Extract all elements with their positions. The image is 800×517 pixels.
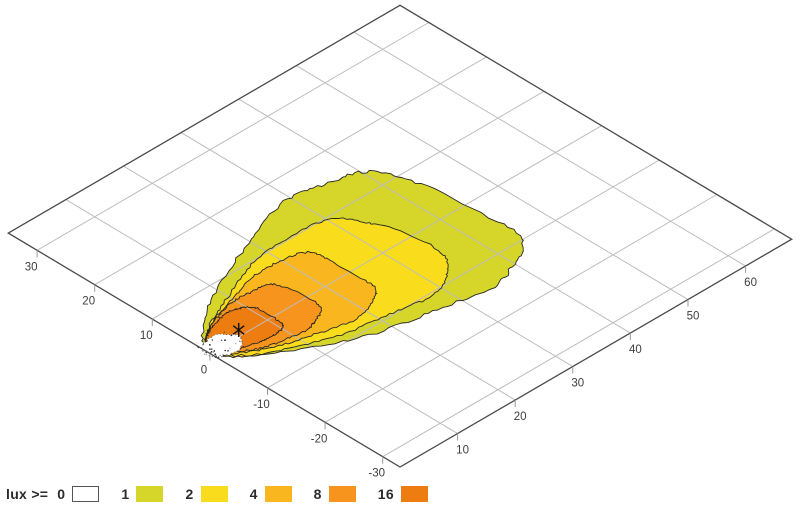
legend-swatch [400,486,428,502]
left-axis-tick-label: -30 [368,468,385,480]
speckle-dot [239,340,241,342]
legend-value: 2 [185,486,194,502]
speckle-dot [211,348,213,350]
left-axis-tick-label: -20 [311,433,328,445]
legend-item-4: 4 [250,486,292,502]
speckle-dot [205,340,207,342]
legend-swatch [264,486,292,502]
left-axis-tick-label: 0 [201,365,207,377]
right-axis-tick-label: 40 [629,344,642,356]
left-axis-tick-label: -10 [253,399,270,411]
legend-swatch [328,486,356,502]
speckle-dot [209,344,211,346]
legend-label: lux >= [6,486,49,502]
legend-swatch [136,486,164,502]
grid-line-u20 [94,56,487,286]
left-axis-tick-label: 10 [140,330,153,342]
legend-item-8: 8 [314,486,356,502]
speckle-dot [222,354,224,356]
legend-value: 0 [57,486,66,502]
right-axis-tick-label: 50 [687,311,700,323]
speckle-dot [229,347,231,349]
grid-line-v10 [65,199,458,434]
legend-swatch [200,486,228,502]
legend-items: 0 1 2 4 8 16 [57,486,450,502]
grid-line-v60 [353,31,746,267]
grid-line-u-30 [382,228,775,458]
contour-outline-8 [203,283,322,354]
grid-line-u-10 [267,159,660,389]
legend-value: 8 [313,486,322,502]
speckle-dot [212,351,214,353]
speckle-dot [217,356,220,358]
speckle-dot [235,343,237,345]
source-asterisk-icon [232,325,245,335]
speckle-dot [224,339,226,342]
speckle-dot [230,334,233,337]
speckle-dot [219,354,221,356]
contour-outline-2 [204,217,449,359]
legend-item-2: 2 [185,486,228,502]
legend-item-16: 16 [378,486,428,502]
speckle-dot [227,349,229,352]
grid-line-u30 [36,22,430,251]
speckle-dot [223,331,225,333]
grid-line-u0 [209,125,602,354]
right-axis-tick-label: 10 [456,445,469,457]
left-axis-tick-label: 20 [82,296,95,308]
grid-line-v40 [238,98,631,334]
grid-line-u-20 [324,194,718,423]
speckle-dot [214,353,217,356]
speckle-dot [209,348,211,350]
legend-value: 1 [121,486,130,502]
contour-outline-1 [200,169,524,358]
legend-swatch [72,486,100,502]
grid-line-u10 [152,90,545,320]
legend: lux >= 0 1 2 4 8 16 [6,486,450,502]
legend-item-0: 0 [57,486,100,502]
speckle-dot [220,339,223,341]
grid-line-v20 [123,165,516,401]
speckle-dot [210,351,213,353]
legend-item-1: 1 [121,486,164,502]
right-axis-tick-label: 60 [744,277,757,289]
legend-value: 16 [377,486,394,502]
speckle-dot [213,350,216,352]
grid-line-v30 [180,132,574,367]
left-axis-tick-label: 30 [25,261,38,273]
speckle-dot [224,349,226,352]
right-axis-tick-label: 30 [571,378,584,390]
grid-line-v50 [296,65,689,300]
speckle-dot [211,339,213,341]
legend-value: 4 [249,486,258,502]
right-axis-tick-label: 20 [514,411,527,423]
plot-border [7,4,793,468]
